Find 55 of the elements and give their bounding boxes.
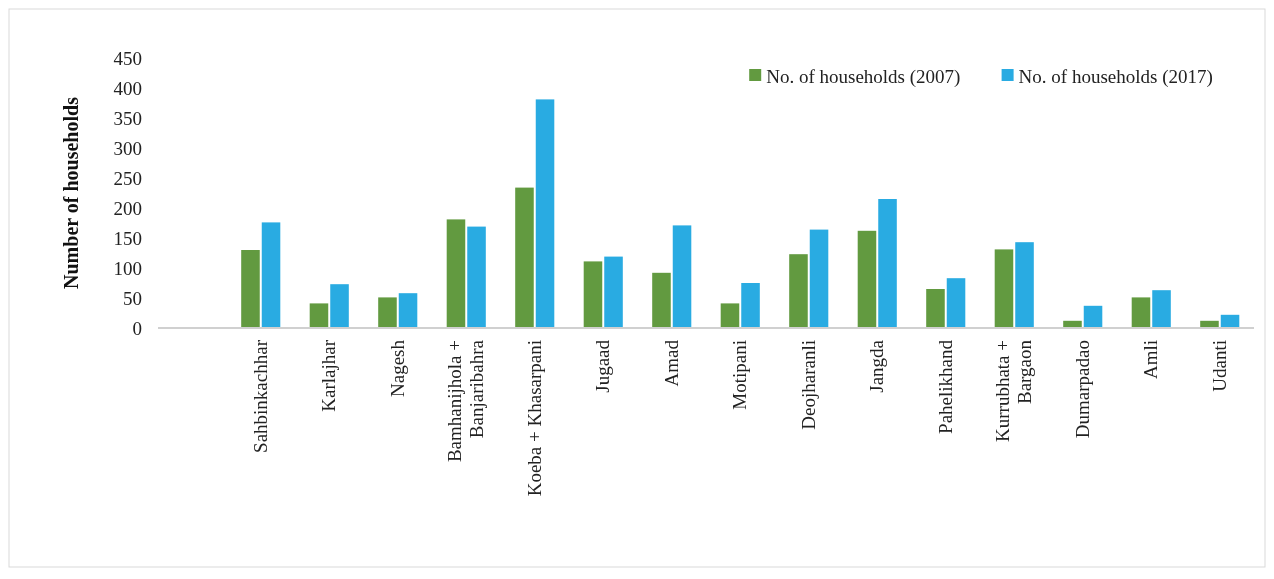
x-tick-label: Deojharanli bbox=[797, 340, 819, 430]
x-tick-label: Karlajhar bbox=[318, 339, 340, 412]
bar bbox=[467, 226, 486, 328]
bar bbox=[515, 187, 534, 328]
bar bbox=[1015, 242, 1034, 328]
x-tick-label: Sahbinkachhar bbox=[249, 339, 271, 453]
bar bbox=[652, 272, 671, 328]
bar bbox=[672, 225, 692, 328]
bar bbox=[261, 222, 281, 328]
x-tick-label: Kurrubhata + Bargaon bbox=[992, 339, 1036, 442]
bar bbox=[1152, 290, 1171, 328]
x-tick-label: Motipani bbox=[729, 340, 751, 410]
x-tick-label: Bamhanijhola + Banjaribahra bbox=[444, 339, 488, 463]
bar bbox=[446, 219, 466, 328]
bar bbox=[583, 261, 603, 328]
y-tick-label: 50 bbox=[123, 287, 142, 309]
bar bbox=[946, 278, 966, 328]
bar bbox=[604, 256, 623, 328]
y-axis-title: Number of households bbox=[60, 96, 82, 289]
x-tick-label: Pahelikhand bbox=[934, 339, 956, 434]
legend-label: No. of households (2017) bbox=[1018, 65, 1213, 88]
x-tick-label: Koeba + Khasarpani bbox=[523, 340, 545, 497]
x-tick-label: Amli bbox=[1140, 340, 1162, 380]
bar bbox=[1131, 297, 1151, 328]
y-tick-label: 400 bbox=[113, 77, 142, 99]
bar bbox=[309, 303, 329, 328]
bar bbox=[994, 249, 1014, 328]
x-tick-label: Jugaad bbox=[592, 339, 614, 393]
bar bbox=[535, 99, 555, 328]
x-tick-label: Nagesh bbox=[386, 339, 408, 397]
bar bbox=[378, 297, 397, 328]
x-tick-label: Dumarpadao bbox=[1071, 340, 1093, 439]
y-tick-label: 450 bbox=[113, 47, 142, 69]
y-tick-label: 150 bbox=[113, 227, 142, 249]
y-tick-label: 350 bbox=[113, 107, 142, 129]
bar bbox=[1083, 305, 1103, 328]
bar bbox=[241, 250, 260, 328]
y-tick-label: 250 bbox=[113, 167, 142, 189]
bar bbox=[878, 199, 897, 328]
x-tick-label: Amad bbox=[660, 339, 682, 387]
x-tick-label: Udanti bbox=[1208, 340, 1230, 392]
bar bbox=[809, 229, 829, 328]
y-tick-label: 200 bbox=[113, 197, 142, 219]
y-tick-label: 100 bbox=[113, 257, 142, 279]
bar bbox=[789, 254, 808, 328]
bar bbox=[857, 230, 877, 328]
bar bbox=[398, 293, 418, 328]
y-tick-label: 300 bbox=[113, 137, 142, 159]
bar bbox=[926, 289, 945, 328]
bar bbox=[720, 303, 740, 328]
bar bbox=[741, 283, 760, 328]
x-tick-label: Jangda bbox=[866, 339, 888, 393]
legend-label: No. of households (2007) bbox=[766, 65, 961, 88]
bar bbox=[330, 284, 349, 328]
y-tick-label: 0 bbox=[132, 317, 142, 339]
